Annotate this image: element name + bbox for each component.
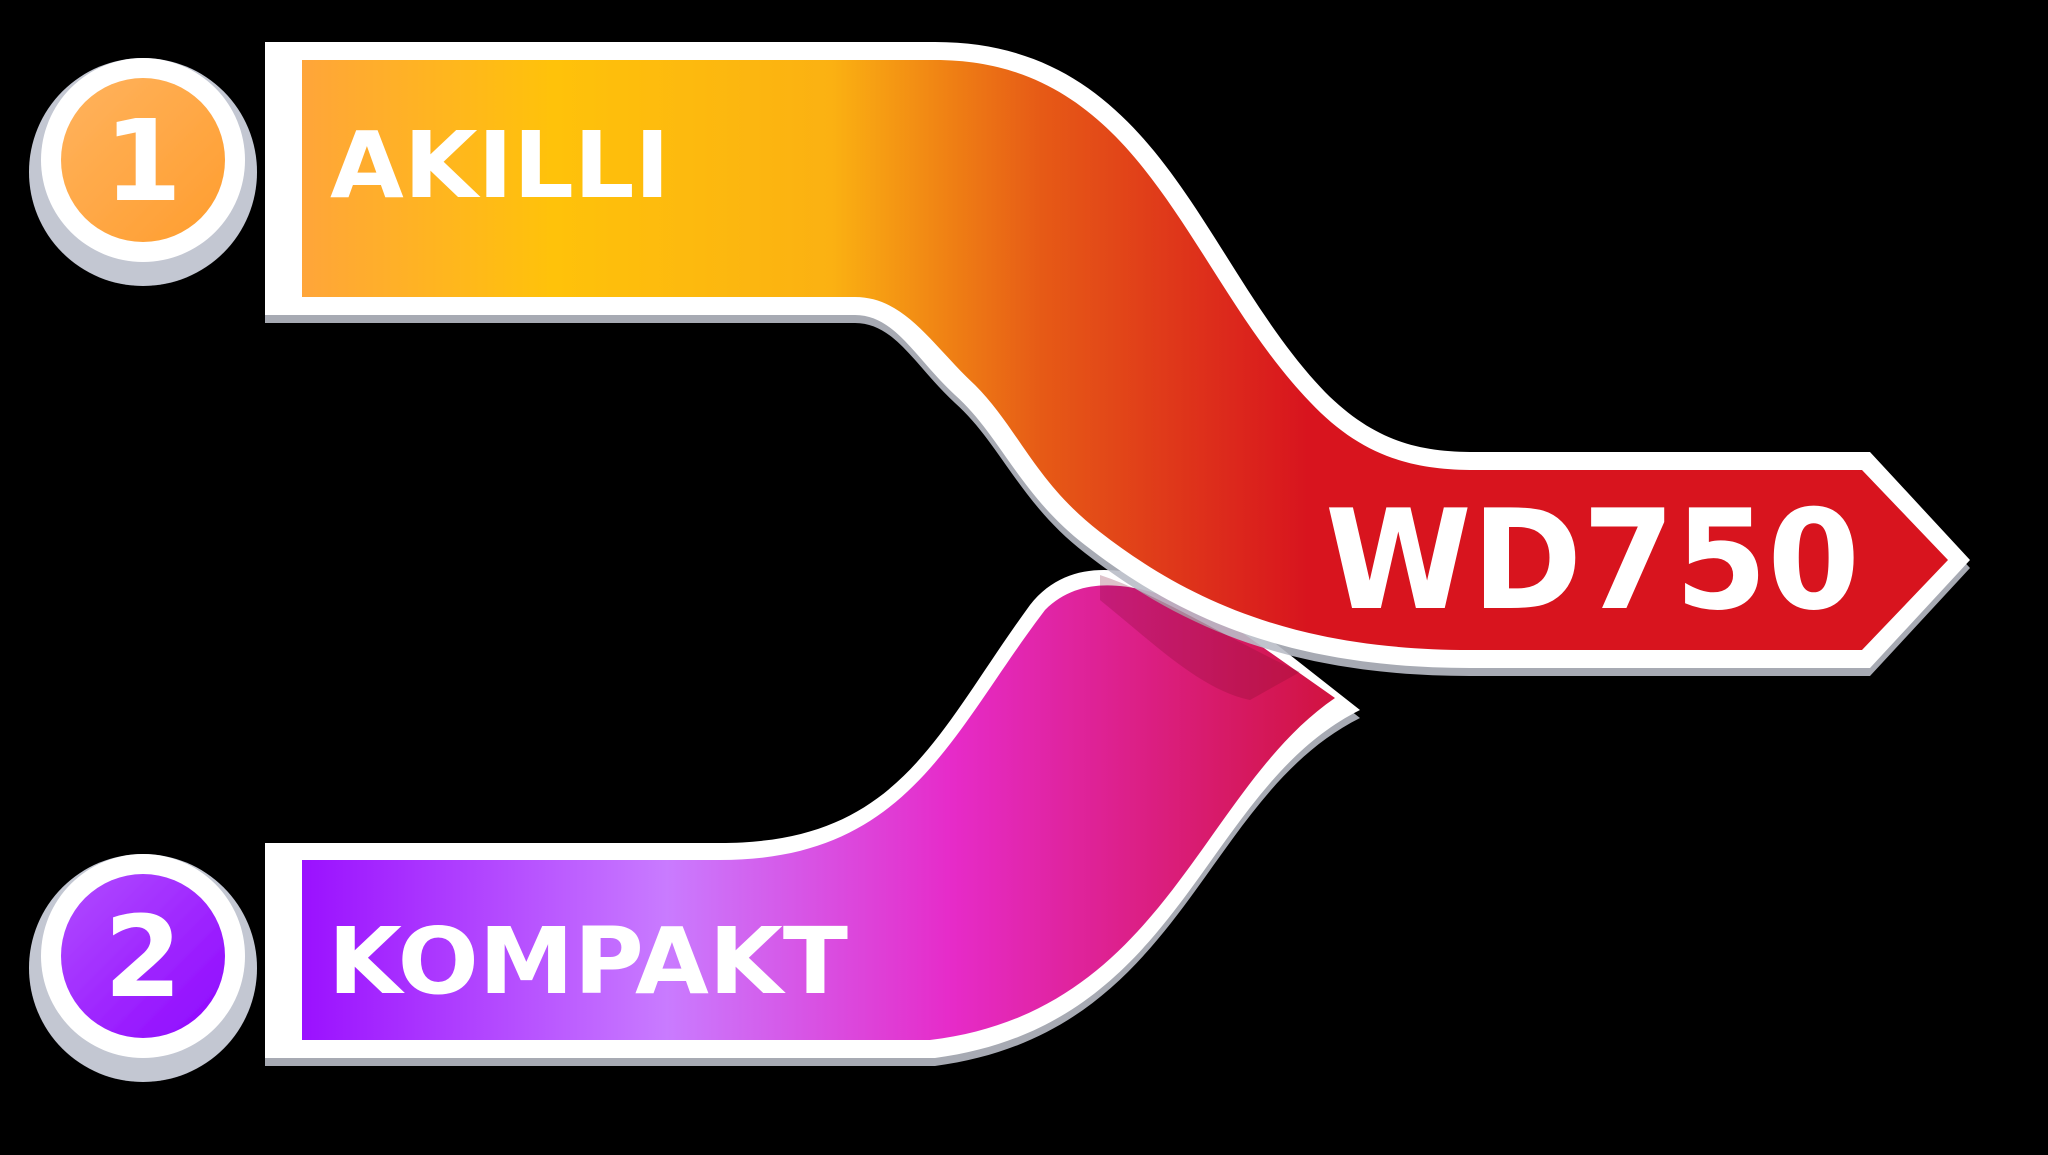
step-1-badge-fill	[61, 78, 225, 242]
step-2-badge: 2	[29, 854, 257, 1082]
step-1-label: AKILLI	[330, 112, 670, 219]
step-2-label: KOMPAKT	[328, 908, 848, 1015]
top-band-fill	[302, 60, 1948, 650]
result-label: WD750	[1325, 480, 1860, 641]
top-band	[265, 42, 1970, 676]
step-2-badge-fill	[61, 874, 225, 1038]
bottom-band-fill	[302, 585, 1335, 1040]
merge-shadow	[1100, 575, 1300, 700]
step-1-number: 1	[104, 97, 182, 227]
bottom-band	[265, 570, 1360, 1066]
step-1-badge: 1	[29, 58, 257, 286]
step-2-number: 2	[104, 893, 182, 1023]
